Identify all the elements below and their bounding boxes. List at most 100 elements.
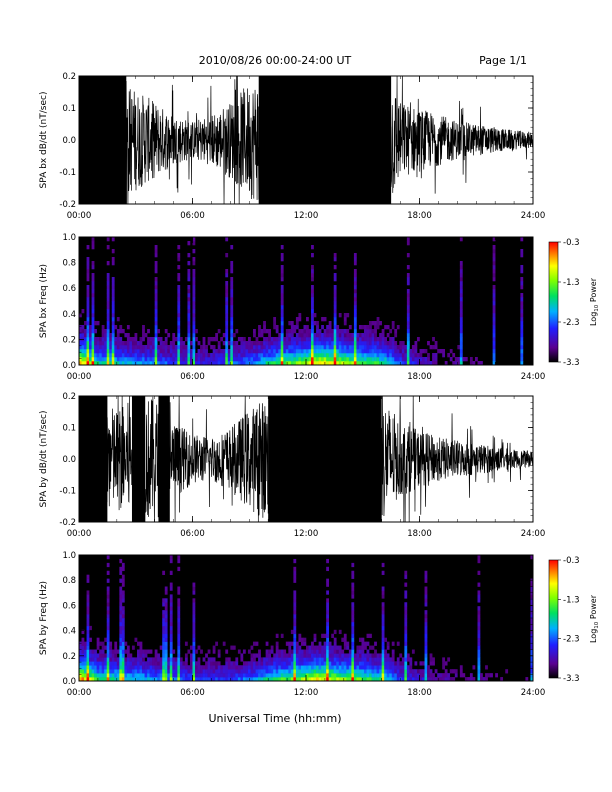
spectrogram-cell: [124, 349, 128, 354]
spectrogram-cell: [227, 673, 231, 678]
spectrogram-cell: [179, 677, 183, 682]
spectrogram-cell: [290, 653, 294, 658]
spectrogram-cell: [333, 641, 337, 646]
spectrogram-cell: [434, 361, 438, 366]
spectrogram-cell: [492, 237, 496, 242]
spectrogram-cell: [121, 357, 125, 362]
spectrogram-cell: [298, 677, 302, 682]
spectrogram-cell: [331, 665, 335, 670]
spectrogram-cell: [492, 269, 496, 274]
spectrogram-cell: [154, 297, 158, 302]
spectrogram-cell: [424, 677, 428, 682]
spectrogram-cell: [91, 293, 95, 298]
spectrogram-cell: [321, 665, 324, 670]
spectrogram-cell: [374, 641, 377, 646]
spectrogram-cell: [106, 345, 110, 350]
spectrogram-cell: [212, 645, 216, 650]
spectrogram-cell: [275, 353, 279, 358]
spectrogram-cell: [333, 677, 337, 682]
spectrogram-cell: [280, 285, 284, 290]
spectrogram-cell: [492, 361, 496, 366]
spectrogram-cell: [293, 649, 297, 654]
spectrogram-cell: [154, 301, 158, 306]
spectrogram-cell: [242, 345, 246, 350]
spectrogram-cell: [250, 357, 254, 362]
spectrogram-cell: [81, 345, 85, 350]
spectrogram-cell: [247, 357, 251, 362]
spectrogram-cell: [358, 653, 362, 658]
spectrogram-cell: [361, 673, 365, 678]
spectrogram-cell: [124, 341, 128, 346]
spectrogram-cell: [273, 341, 277, 346]
spectrogram-cell: [215, 337, 219, 342]
spectrogram-cell: [328, 361, 332, 366]
spectrogram-cell: [366, 669, 370, 674]
spectrogram-cell: [308, 341, 312, 346]
spectrogram-cells: [79, 237, 524, 366]
spectrogram-cell: [369, 333, 372, 338]
spectrogram-cell: [293, 661, 297, 666]
spectrogram-cell: [114, 649, 118, 654]
spectrogram-cell: [492, 253, 496, 258]
spectrogram-cell: [192, 353, 196, 358]
spectrogram-cell: [270, 665, 274, 670]
spectrogram-cell: [179, 669, 183, 674]
spectrogram-cell: [459, 317, 463, 322]
spectrogram-cell: [386, 361, 390, 366]
spectrogram-cell: [293, 325, 297, 330]
spectrogram-cell: [376, 661, 380, 666]
spectrogram-cell: [157, 677, 161, 682]
spectrogram-cell: [217, 361, 221, 366]
spectrogram-cell: [469, 361, 473, 366]
spectrogram-cell: [530, 625, 534, 631]
spectrogram-cell: [104, 333, 108, 338]
spectrogram-cell: [323, 661, 327, 666]
spectrogram-cell: [396, 665, 400, 670]
spectrogram-cell: [371, 357, 375, 362]
spectrogram-cell: [111, 341, 115, 346]
spectrogram-cell: [192, 677, 196, 682]
spectrogram-cell: [331, 661, 335, 666]
spectrogram-cell: [326, 637, 329, 642]
spectrogram-cell: [86, 614, 90, 619]
spectrogram-cell: [298, 345, 302, 350]
spectrogram-cell: [187, 357, 191, 362]
spectrogram-cell: [104, 337, 108, 342]
spectrogram-cell: [84, 353, 87, 358]
spectrogram-cell: [177, 361, 181, 366]
spectrogram-cell: [492, 329, 496, 334]
spectrogram-cell: [184, 673, 188, 678]
spectrogram-cell: [432, 345, 435, 350]
spectrogram-cell: [288, 657, 292, 662]
spectrogram-cell: [167, 673, 171, 678]
spectrogram-cell: [270, 337, 274, 342]
spectrogram-cell: [149, 337, 153, 342]
spectrogram-cell: [119, 325, 123, 330]
spectrogram-cell: [189, 361, 193, 366]
spectrogram-cell: [230, 665, 234, 670]
spectrogram-cell: [106, 353, 110, 358]
spectrogram-cell: [353, 677, 357, 682]
spectrogram-cell: [353, 657, 357, 662]
spectrogram-cell: [290, 345, 294, 350]
spectrogram-cell: [351, 629, 355, 635]
spectrogram-cell: [212, 669, 216, 674]
spectrogram-cell: [364, 337, 367, 342]
spectrogram-cell: [361, 349, 365, 354]
spectrogram-cell: [247, 345, 251, 350]
colorbar-label: Log10 Power: [589, 594, 600, 643]
spectrogram-cell: [91, 361, 95, 366]
spectrogram-cell: [106, 317, 110, 322]
spectrogram-cell: [356, 649, 360, 654]
spectrogram-cell: [278, 653, 282, 658]
spectrogram-cell: [79, 313, 82, 318]
spectrogram-cell: [381, 570, 385, 575]
spectrogram-cell: [338, 361, 342, 366]
spectrogram-cell: [258, 649, 261, 654]
spectrogram-cell: [134, 657, 138, 662]
spectrogram-cell: [371, 661, 375, 666]
spectrogram-cell: [200, 649, 203, 654]
spectrogram-cell: [255, 673, 259, 678]
spectrogram-cell: [404, 357, 408, 362]
spectrogram-cell: [147, 673, 150, 678]
